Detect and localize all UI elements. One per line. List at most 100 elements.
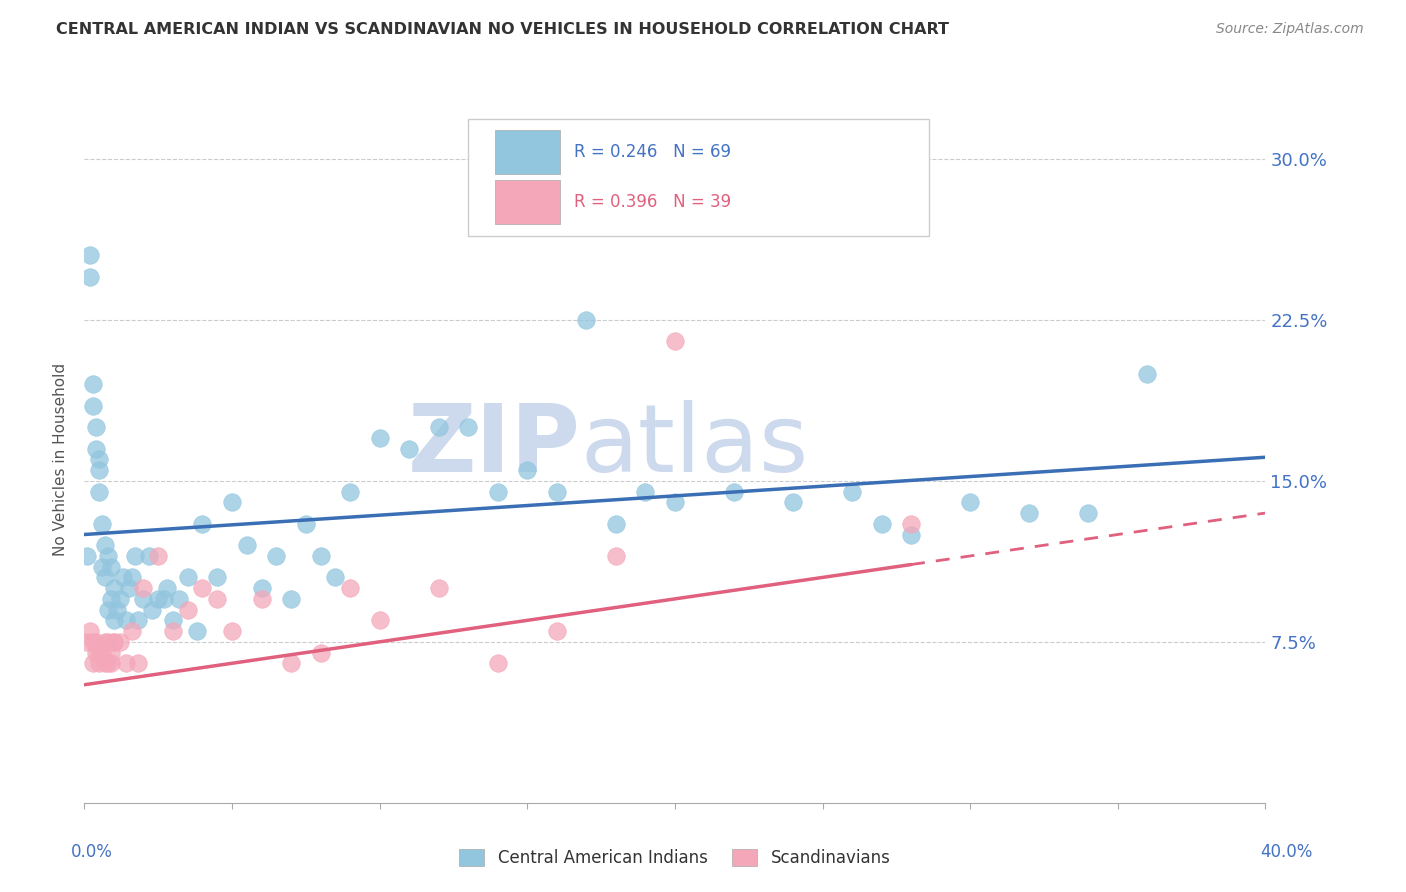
Y-axis label: No Vehicles in Household: No Vehicles in Household — [53, 363, 69, 556]
Point — [94, 635, 117, 649]
Point — [605, 549, 627, 563]
Point — [91, 516, 114, 531]
Point — [89, 657, 111, 671]
Point — [97, 549, 120, 563]
Point — [111, 570, 134, 584]
Point — [870, 516, 893, 531]
Point — [76, 549, 98, 563]
Point — [634, 484, 657, 499]
Point — [339, 581, 361, 595]
Point — [368, 613, 391, 627]
Point — [264, 549, 288, 563]
Point — [295, 516, 318, 531]
FancyBboxPatch shape — [495, 180, 561, 225]
Point — [138, 549, 160, 563]
Point — [148, 549, 170, 563]
Point — [167, 591, 190, 606]
Point — [148, 591, 170, 606]
Point — [89, 452, 111, 467]
Point — [1077, 506, 1099, 520]
Point — [782, 495, 804, 509]
Text: atlas: atlas — [581, 400, 808, 491]
Point — [100, 591, 122, 606]
Point — [339, 484, 361, 499]
Point — [84, 646, 107, 660]
Point — [118, 581, 141, 595]
Point — [103, 635, 125, 649]
Point — [959, 495, 981, 509]
Point — [103, 613, 125, 627]
Point — [89, 646, 111, 660]
Point — [141, 602, 163, 616]
Point — [162, 624, 184, 639]
Point — [94, 538, 117, 552]
Point — [280, 657, 302, 671]
Point — [398, 442, 420, 456]
Point — [427, 420, 450, 434]
Point — [127, 657, 149, 671]
Point — [221, 624, 243, 639]
Point — [132, 591, 155, 606]
Legend: Central American Indians, Scandinavians: Central American Indians, Scandinavians — [453, 842, 897, 873]
Point — [84, 442, 107, 456]
Point — [103, 581, 125, 595]
Point — [664, 495, 686, 509]
Point — [89, 463, 111, 477]
Point — [177, 570, 200, 584]
Text: ZIP: ZIP — [408, 400, 581, 491]
Point — [546, 624, 568, 639]
Point — [82, 657, 104, 671]
Point — [79, 624, 101, 639]
Point — [250, 591, 273, 606]
Point — [121, 570, 143, 584]
Point — [368, 431, 391, 445]
Point — [103, 635, 125, 649]
Point — [191, 581, 214, 595]
Point — [191, 516, 214, 531]
Point — [546, 484, 568, 499]
Text: Source: ZipAtlas.com: Source: ZipAtlas.com — [1216, 22, 1364, 37]
Point — [114, 657, 136, 671]
Point — [153, 591, 176, 606]
Point — [309, 549, 332, 563]
Point — [97, 635, 120, 649]
Point — [1136, 367, 1159, 381]
Point — [79, 269, 101, 284]
Point — [486, 657, 509, 671]
Point — [177, 602, 200, 616]
Point — [723, 484, 745, 499]
Point — [221, 495, 243, 509]
Point — [205, 570, 228, 584]
Point — [132, 581, 155, 595]
Point — [76, 635, 98, 649]
Point — [108, 591, 131, 606]
Text: R = 0.246   N = 69: R = 0.246 N = 69 — [575, 144, 731, 161]
Point — [323, 570, 347, 584]
Point — [94, 570, 117, 584]
Point — [91, 559, 114, 574]
Point — [205, 591, 228, 606]
Point — [97, 602, 120, 616]
Point — [186, 624, 208, 639]
Point — [309, 646, 332, 660]
Point — [427, 581, 450, 595]
Point — [900, 527, 922, 541]
Point — [124, 549, 146, 563]
Point — [79, 248, 101, 262]
Point — [100, 657, 122, 671]
Point — [97, 657, 120, 671]
Point — [664, 334, 686, 349]
Point — [84, 420, 107, 434]
Point — [457, 420, 479, 434]
Point — [156, 581, 179, 595]
Point — [900, 516, 922, 531]
Point — [162, 613, 184, 627]
Point — [127, 613, 149, 627]
Point — [84, 635, 107, 649]
Point — [100, 559, 122, 574]
Point — [94, 657, 117, 671]
Text: R = 0.396   N = 39: R = 0.396 N = 39 — [575, 193, 731, 211]
FancyBboxPatch shape — [495, 129, 561, 174]
FancyBboxPatch shape — [468, 120, 929, 236]
Text: 0.0%: 0.0% — [70, 843, 112, 861]
